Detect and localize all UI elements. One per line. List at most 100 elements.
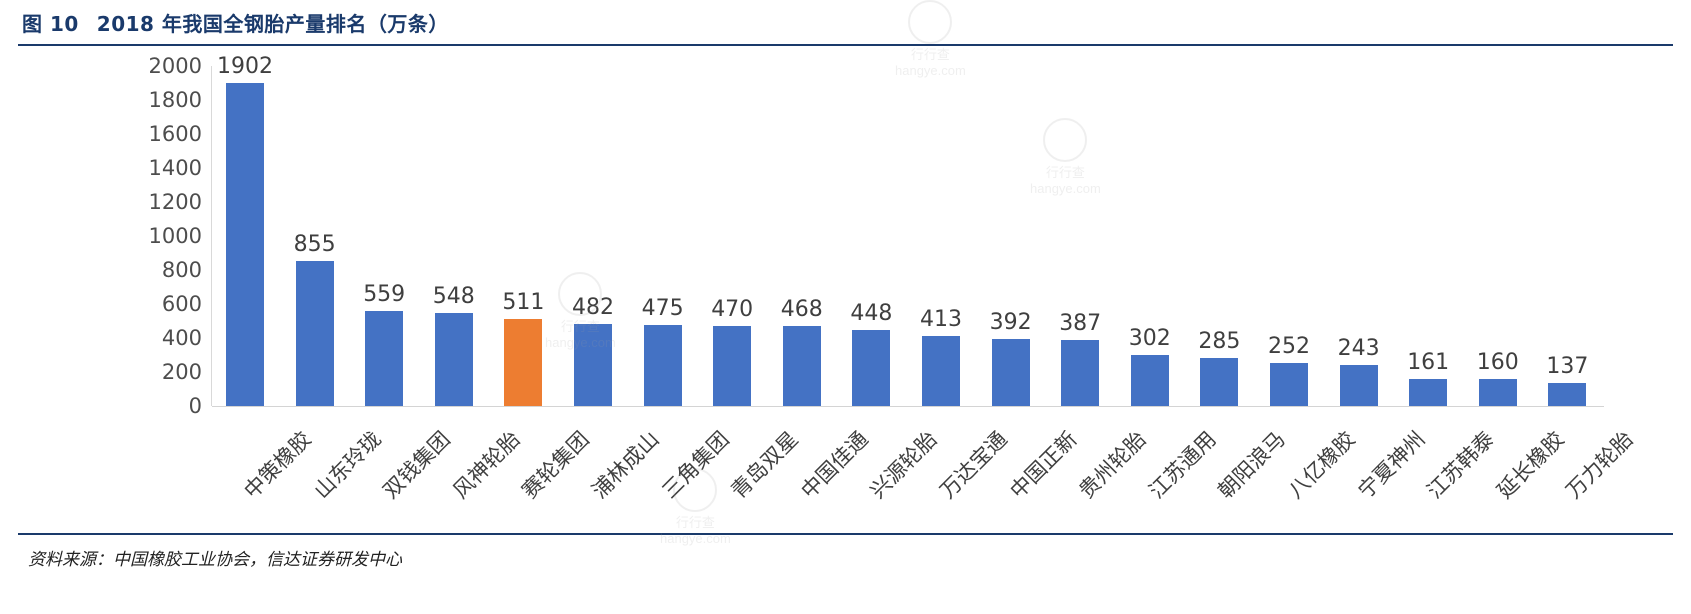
x-tick-label: 八亿橡胶 <box>1283 426 1360 504</box>
bar-slot: 160 <box>1465 66 1531 406</box>
bar[interactable] <box>1548 382 1587 406</box>
bar-value-label: 392 <box>989 310 1032 336</box>
bar-value-label: 559 <box>363 281 406 307</box>
x-tick-label: 山东玲珑 <box>309 426 386 504</box>
bar-value-label: 468 <box>780 297 823 323</box>
bar[interactable] <box>434 312 473 406</box>
y-tick-label: 1400 <box>148 156 202 180</box>
y-tick-label: 600 <box>161 292 202 316</box>
bar[interactable] <box>1478 378 1517 406</box>
bar-slot: 1902 <box>212 54 278 406</box>
bar[interactable] <box>574 324 612 406</box>
bar[interactable] <box>1409 378 1448 406</box>
x-tick-label: 江苏韩泰 <box>1422 426 1499 504</box>
x-tick-label: 中策橡胶 <box>239 426 316 504</box>
bar-slot: 137 <box>1534 66 1600 406</box>
y-tick-label: 0 <box>188 394 202 418</box>
bar[interactable] <box>991 339 1030 406</box>
y-tick-label: 800 <box>161 258 202 282</box>
bar[interactable] <box>713 326 752 406</box>
y-tick-label: 1200 <box>148 190 202 214</box>
bar[interactable] <box>226 82 264 406</box>
bar-value-label: 302 <box>1128 325 1171 351</box>
bar-value-label: 475 <box>641 296 684 322</box>
y-axis: 0 200 400 600 800 1000 1200 1400 1600 1800 2000 <box>148 54 208 418</box>
y-tick-label: 1600 <box>148 122 202 146</box>
bar-slot: 468 <box>769 66 835 406</box>
x-tick-label: 兴源轮胎 <box>865 426 943 504</box>
bar[interactable] <box>922 335 960 406</box>
bar[interactable] <box>1130 354 1169 406</box>
y-axis-line <box>211 66 212 406</box>
bar-value-label: 448 <box>850 300 893 326</box>
bar-value-label: 285 <box>1198 328 1241 354</box>
x-tick-label: 万达宝通 <box>935 426 1012 504</box>
bar-value-label: 548 <box>432 283 475 309</box>
bar[interactable] <box>295 260 334 406</box>
bar[interactable] <box>852 329 891 406</box>
x-tick-label: 双钱集团 <box>378 426 455 504</box>
x-tick-label: 中国正新 <box>1005 426 1082 504</box>
bar-slot: 559 <box>351 66 417 406</box>
bar-value-label: 855 <box>293 231 336 257</box>
bar-slot: 413 <box>908 66 974 406</box>
bar-value-label: 470 <box>711 297 754 323</box>
bar-slot: 482 <box>560 66 626 406</box>
x-tick-label: 中国佳通 <box>796 426 873 504</box>
x-axis-line <box>212 406 1604 407</box>
chart-plot-area: 0 200 400 600 800 1000 1200 1400 1600 1800 2000 19… <box>0 52 1691 522</box>
bar-series: 1902 855 559 548 511 482 475 470 468 448 413 392 387… <box>212 54 1604 406</box>
y-tick-label: 200 <box>161 360 202 384</box>
bar[interactable] <box>504 319 543 406</box>
x-tick-label: 延长橡胶 <box>1492 426 1569 504</box>
bar-slot: 511 <box>490 66 556 406</box>
x-axis-category-labels: 中策橡胶 山东玲珑 双钱集团 风神轮胎 赛轮集团 浦林成山 三角集团 青岛双星 中国佳通 兴源轮胎… <box>212 424 1639 564</box>
bar[interactable] <box>365 310 404 406</box>
bar-slot: 548 <box>421 66 487 406</box>
x-tick-label: 青岛双星 <box>726 426 803 504</box>
bar-slot: 252 <box>1256 66 1322 406</box>
x-tick-label: 三角集团 <box>657 426 734 504</box>
bar-value-label: 387 <box>1059 311 1102 337</box>
x-tick-label: 风神轮胎 <box>448 426 525 504</box>
bar[interactable] <box>1270 363 1308 406</box>
bar-slot: 161 <box>1395 66 1461 406</box>
y-tick-label: 2000 <box>148 54 202 78</box>
divider-top <box>18 44 1673 46</box>
bar-value-label: 243 <box>1337 335 1380 361</box>
x-tick-label: 万力轮胎 <box>1561 426 1639 504</box>
y-tick-label: 400 <box>161 326 202 350</box>
bar-slot: 475 <box>630 66 696 406</box>
x-tick-label: 赛轮集团 <box>517 426 595 504</box>
x-tick-label: 贵州轮胎 <box>1074 426 1151 504</box>
divider-bottom <box>18 533 1673 535</box>
bar-value-label: 413 <box>920 306 962 332</box>
figure-header: 图 10 2018 年我国全钢胎产量排名（万条） <box>0 0 1691 44</box>
bar-value-label: 252 <box>1268 334 1310 360</box>
bar-value-label: 137 <box>1546 353 1589 379</box>
bar-slot: 470 <box>699 66 765 406</box>
bar-slot: 855 <box>282 66 348 406</box>
x-tick-label: 江苏通用 <box>1144 426 1221 504</box>
x-tick-label: 朝阳浪马 <box>1213 426 1291 504</box>
x-tick-label: 浦林成山 <box>587 426 664 504</box>
bar-value-label: 511 <box>502 290 545 316</box>
bar[interactable] <box>1200 357 1239 406</box>
x-tick-label: 宁夏神州 <box>1353 426 1430 504</box>
figure-number: 图 10 <box>22 11 79 36</box>
bar-slot: 392 <box>978 66 1044 406</box>
bar-slot: 285 <box>1186 66 1252 406</box>
bar[interactable] <box>1061 340 1100 406</box>
bar-value-label: 161 <box>1407 349 1450 375</box>
bar-slot: 448 <box>838 66 904 406</box>
bar[interactable] <box>782 326 821 406</box>
bar-slot: 302 <box>1117 66 1183 406</box>
bar[interactable] <box>643 325 682 406</box>
bar-slot: 243 <box>1326 66 1392 406</box>
bar-value-label: 160 <box>1476 349 1519 375</box>
source-note: 资料来源：中国橡胶工业协会，信达证券研发中心 <box>28 550 402 570</box>
bar-value-label: 482 <box>572 295 614 321</box>
bar-value-label: 1902 <box>217 53 273 79</box>
bar[interactable] <box>1339 364 1378 406</box>
